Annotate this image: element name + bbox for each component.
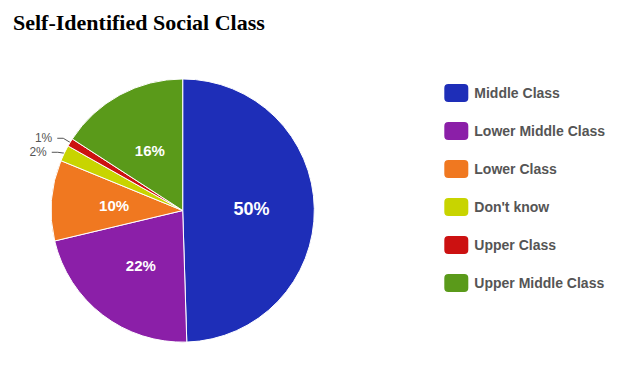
svg-text:Lower Class: Lower Class bbox=[474, 161, 557, 177]
svg-text:50%: 50% bbox=[233, 199, 269, 219]
svg-text:Upper Middle Class: Upper Middle Class bbox=[474, 275, 604, 291]
svg-text:Upper Class: Upper Class bbox=[474, 237, 556, 253]
svg-text:16%: 16% bbox=[135, 142, 165, 159]
svg-text:10%: 10% bbox=[99, 197, 129, 214]
svg-text:2%: 2% bbox=[29, 145, 47, 159]
svg-text:22%: 22% bbox=[126, 257, 156, 274]
svg-text:Don't know: Don't know bbox=[474, 199, 549, 215]
svg-text:Lower Middle Class: Lower Middle Class bbox=[474, 123, 605, 139]
svg-text:1%: 1% bbox=[35, 131, 53, 145]
svg-text:Middle Class: Middle Class bbox=[474, 85, 560, 101]
svg-text:Self-Identified Social Class: Self-Identified Social Class bbox=[13, 10, 265, 35]
